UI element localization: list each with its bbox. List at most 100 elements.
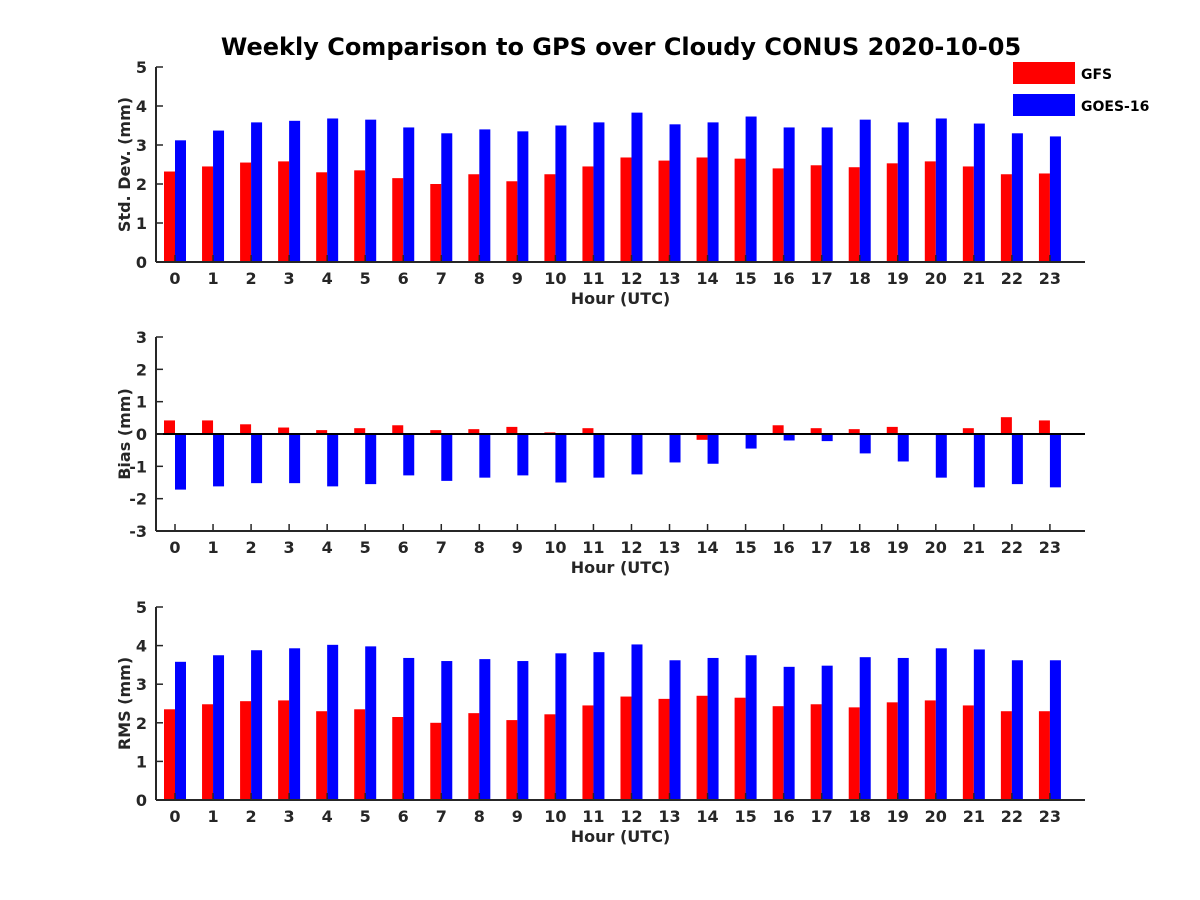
std-dev-x-tick-label: 19 (887, 269, 909, 288)
std-dev-bar-gfs-23 (1038, 173, 1050, 262)
bias-x-tick-label: 20 (925, 538, 947, 557)
std-dev-bar-goes16-11 (593, 122, 605, 262)
bias-bar-goes16-11 (593, 434, 605, 478)
std-dev-bar-gfs-21 (962, 166, 974, 262)
rms-x-tick-label: 11 (582, 807, 604, 826)
bias-bar-goes16-6 (403, 434, 415, 476)
std-dev-y-tick-label: 2 (136, 175, 147, 194)
rms-bar-goes16-2 (251, 650, 263, 800)
std-dev-bar-goes16-22 (1011, 133, 1023, 262)
std-dev-y-tick-label: 5 (136, 58, 147, 77)
rms-bar-gfs-12 (620, 696, 632, 800)
std-dev-bar-gfs-0 (164, 171, 175, 262)
rms-bar-gfs-22 (1000, 711, 1012, 800)
rms-bar-goes16-6 (403, 657, 415, 800)
rms-x-tick-label: 4 (322, 807, 333, 826)
bias-x-tick-label: 16 (773, 538, 795, 557)
bias-x-tick-label: 9 (512, 538, 523, 557)
rms-x-tick-label: 14 (696, 807, 718, 826)
bias-bar-gfs-14 (696, 434, 708, 440)
rms-bar-gfs-17 (810, 704, 822, 800)
std-dev-x-tick-label: 23 (1039, 269, 1061, 288)
std-dev-x-tick-label: 6 (398, 269, 409, 288)
bias-x-tick-label: 4 (322, 538, 333, 557)
rms-x-tick-label: 23 (1039, 807, 1061, 826)
rms-bar-gfs-0 (164, 709, 175, 800)
bias-x-tick-label: 22 (1001, 538, 1023, 557)
rms-bar-goes16-17 (821, 665, 833, 800)
bias-bar-gfs-7 (430, 430, 442, 434)
bias-x-tick-label: 15 (734, 538, 756, 557)
legend-label-goes16: GOES-16 (1081, 99, 1149, 115)
std-dev-x-tick-label: 2 (246, 269, 257, 288)
rms-x-axis-label: Hour (UTC) (571, 827, 671, 846)
std-dev-x-tick-label: 16 (773, 269, 795, 288)
std-dev-bar-gfs-10 (544, 174, 556, 262)
bias-bar-gfs-8 (468, 429, 480, 434)
std-dev-bar-goes16-23 (1049, 136, 1061, 262)
rms-bar-goes16-0 (175, 661, 186, 800)
rms-bar-goes16-9 (517, 661, 529, 800)
std-dev-bar-goes16-12 (631, 112, 643, 262)
std-dev-bar-gfs-11 (582, 166, 594, 262)
std-dev-bar-gfs-13 (658, 160, 670, 262)
rms-x-tick-label: 10 (544, 807, 566, 826)
rms-bar-gfs-4 (316, 711, 328, 800)
std-dev-bar-gfs-12 (620, 157, 632, 262)
rms-x-tick-label: 3 (284, 807, 295, 826)
std-dev-bar-goes16-0 (175, 140, 186, 262)
rms-bar-gfs-5 (354, 709, 366, 800)
bias-bar-goes16-18 (859, 434, 871, 454)
bias-x-tick-label: 10 (544, 538, 566, 557)
rms-bar-goes16-18 (859, 657, 871, 800)
std-dev-x-tick-label: 0 (169, 269, 180, 288)
std-dev-x-tick-label: 1 (207, 269, 218, 288)
bias-bar-goes16-23 (1049, 434, 1061, 488)
rms-bar-gfs-15 (734, 697, 746, 800)
std-dev-x-tick-label: 14 (696, 269, 718, 288)
bias-x-tick-label: 12 (620, 538, 642, 557)
legend-label-gfs: GFS (1081, 67, 1112, 83)
bias-bar-gfs-18 (848, 429, 860, 434)
std-dev-x-tick-label: 12 (620, 269, 642, 288)
bias-bar-goes16-16 (783, 434, 795, 441)
rms-bar-goes16-3 (289, 648, 301, 800)
std-dev-bar-goes16-2 (251, 122, 263, 262)
bias-y-tick-label: 0 (136, 425, 147, 444)
rms-bar-gfs-14 (696, 695, 708, 800)
rms-x-tick-label: 16 (773, 807, 795, 826)
bias-bar-gfs-11 (582, 428, 594, 434)
rms-bar-goes16-13 (669, 660, 681, 800)
std-dev-bar-gfs-15 (734, 158, 746, 262)
std-dev-x-tick-label: 13 (658, 269, 680, 288)
bias-bar-gfs-2 (240, 424, 252, 434)
std-dev-bar-gfs-22 (1000, 174, 1012, 262)
rms-x-tick-label: 2 (246, 807, 257, 826)
std-dev-bar-goes16-1 (213, 130, 225, 262)
rms-bar-gfs-21 (962, 705, 974, 800)
std-dev-bar-goes16-20 (935, 118, 947, 262)
std-dev-x-tick-label: 5 (360, 269, 371, 288)
rms-bar-goes16-21 (973, 649, 985, 800)
bias-x-tick-label: 7 (436, 538, 447, 557)
rms-bar-goes16-11 (593, 652, 605, 800)
std-dev-bar-gfs-7 (430, 184, 442, 262)
bias-bar-gfs-4 (316, 430, 328, 434)
rms-bar-gfs-11 (582, 705, 594, 800)
bias-x-tick-label: 8 (474, 538, 485, 557)
bias-bar-goes16-13 (669, 434, 681, 463)
rms-bar-goes16-1 (213, 655, 225, 800)
rms-y-tick-label: 0 (136, 791, 147, 810)
bias-x-tick-label: 5 (360, 538, 371, 557)
rms-bar-goes16-19 (897, 657, 909, 800)
std-dev-bar-goes16-9 (517, 131, 529, 262)
rms-bar-gfs-8 (468, 713, 480, 800)
bias-bar-goes16-2 (251, 434, 263, 484)
std-dev-bar-gfs-14 (696, 157, 708, 262)
std-dev-x-tick-label: 11 (582, 269, 604, 288)
rms-bar-gfs-7 (430, 722, 442, 800)
rms-x-tick-label: 17 (811, 807, 833, 826)
bias-bar-gfs-9 (506, 426, 518, 434)
